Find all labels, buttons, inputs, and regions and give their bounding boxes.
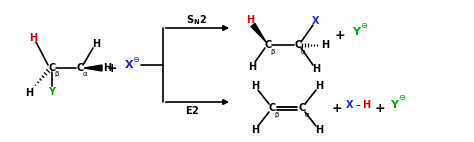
Text: H: H <box>248 62 256 72</box>
Text: H: H <box>315 125 323 135</box>
Text: α: α <box>82 71 87 77</box>
Text: Y: Y <box>48 87 55 97</box>
Text: C: C <box>294 40 301 50</box>
Text: H: H <box>103 63 111 73</box>
Text: C: C <box>298 103 306 113</box>
Text: H: H <box>25 88 33 98</box>
Text: $\mathbf{E2}$: $\mathbf{E2}$ <box>185 104 199 116</box>
Text: H: H <box>29 33 37 43</box>
Polygon shape <box>84 65 102 71</box>
Text: H: H <box>321 40 329 50</box>
Text: X: X <box>312 16 320 26</box>
Text: H: H <box>251 81 259 91</box>
Text: β: β <box>271 49 275 55</box>
Text: H: H <box>251 125 259 135</box>
Text: H: H <box>362 100 370 110</box>
Text: X: X <box>346 100 354 110</box>
Text: $\mathbf{S_N}$2: $\mathbf{S_N}$2 <box>186 13 208 27</box>
Text: Y: Y <box>352 27 360 37</box>
Text: C: C <box>264 40 272 50</box>
Text: +: + <box>335 29 346 41</box>
Text: C: C <box>48 63 55 73</box>
Text: X: X <box>125 60 133 70</box>
Text: ⊖: ⊖ <box>361 20 367 30</box>
Text: ⊖: ⊖ <box>399 93 405 103</box>
Text: β: β <box>55 71 59 77</box>
Text: H: H <box>312 64 320 74</box>
Text: H: H <box>315 81 323 91</box>
Text: β: β <box>275 112 279 118</box>
Polygon shape <box>251 23 266 42</box>
Text: C: C <box>76 63 83 73</box>
Text: α: α <box>305 112 310 118</box>
Text: +: + <box>374 102 385 114</box>
Text: +: + <box>107 61 117 75</box>
Text: H: H <box>246 15 254 25</box>
Text: H: H <box>92 39 100 49</box>
Text: Y: Y <box>390 100 398 110</box>
Text: ⊖: ⊖ <box>133 55 139 63</box>
Text: –: – <box>356 100 360 110</box>
Text: +: + <box>332 102 342 114</box>
Text: C: C <box>268 103 275 113</box>
Text: α: α <box>301 49 305 55</box>
